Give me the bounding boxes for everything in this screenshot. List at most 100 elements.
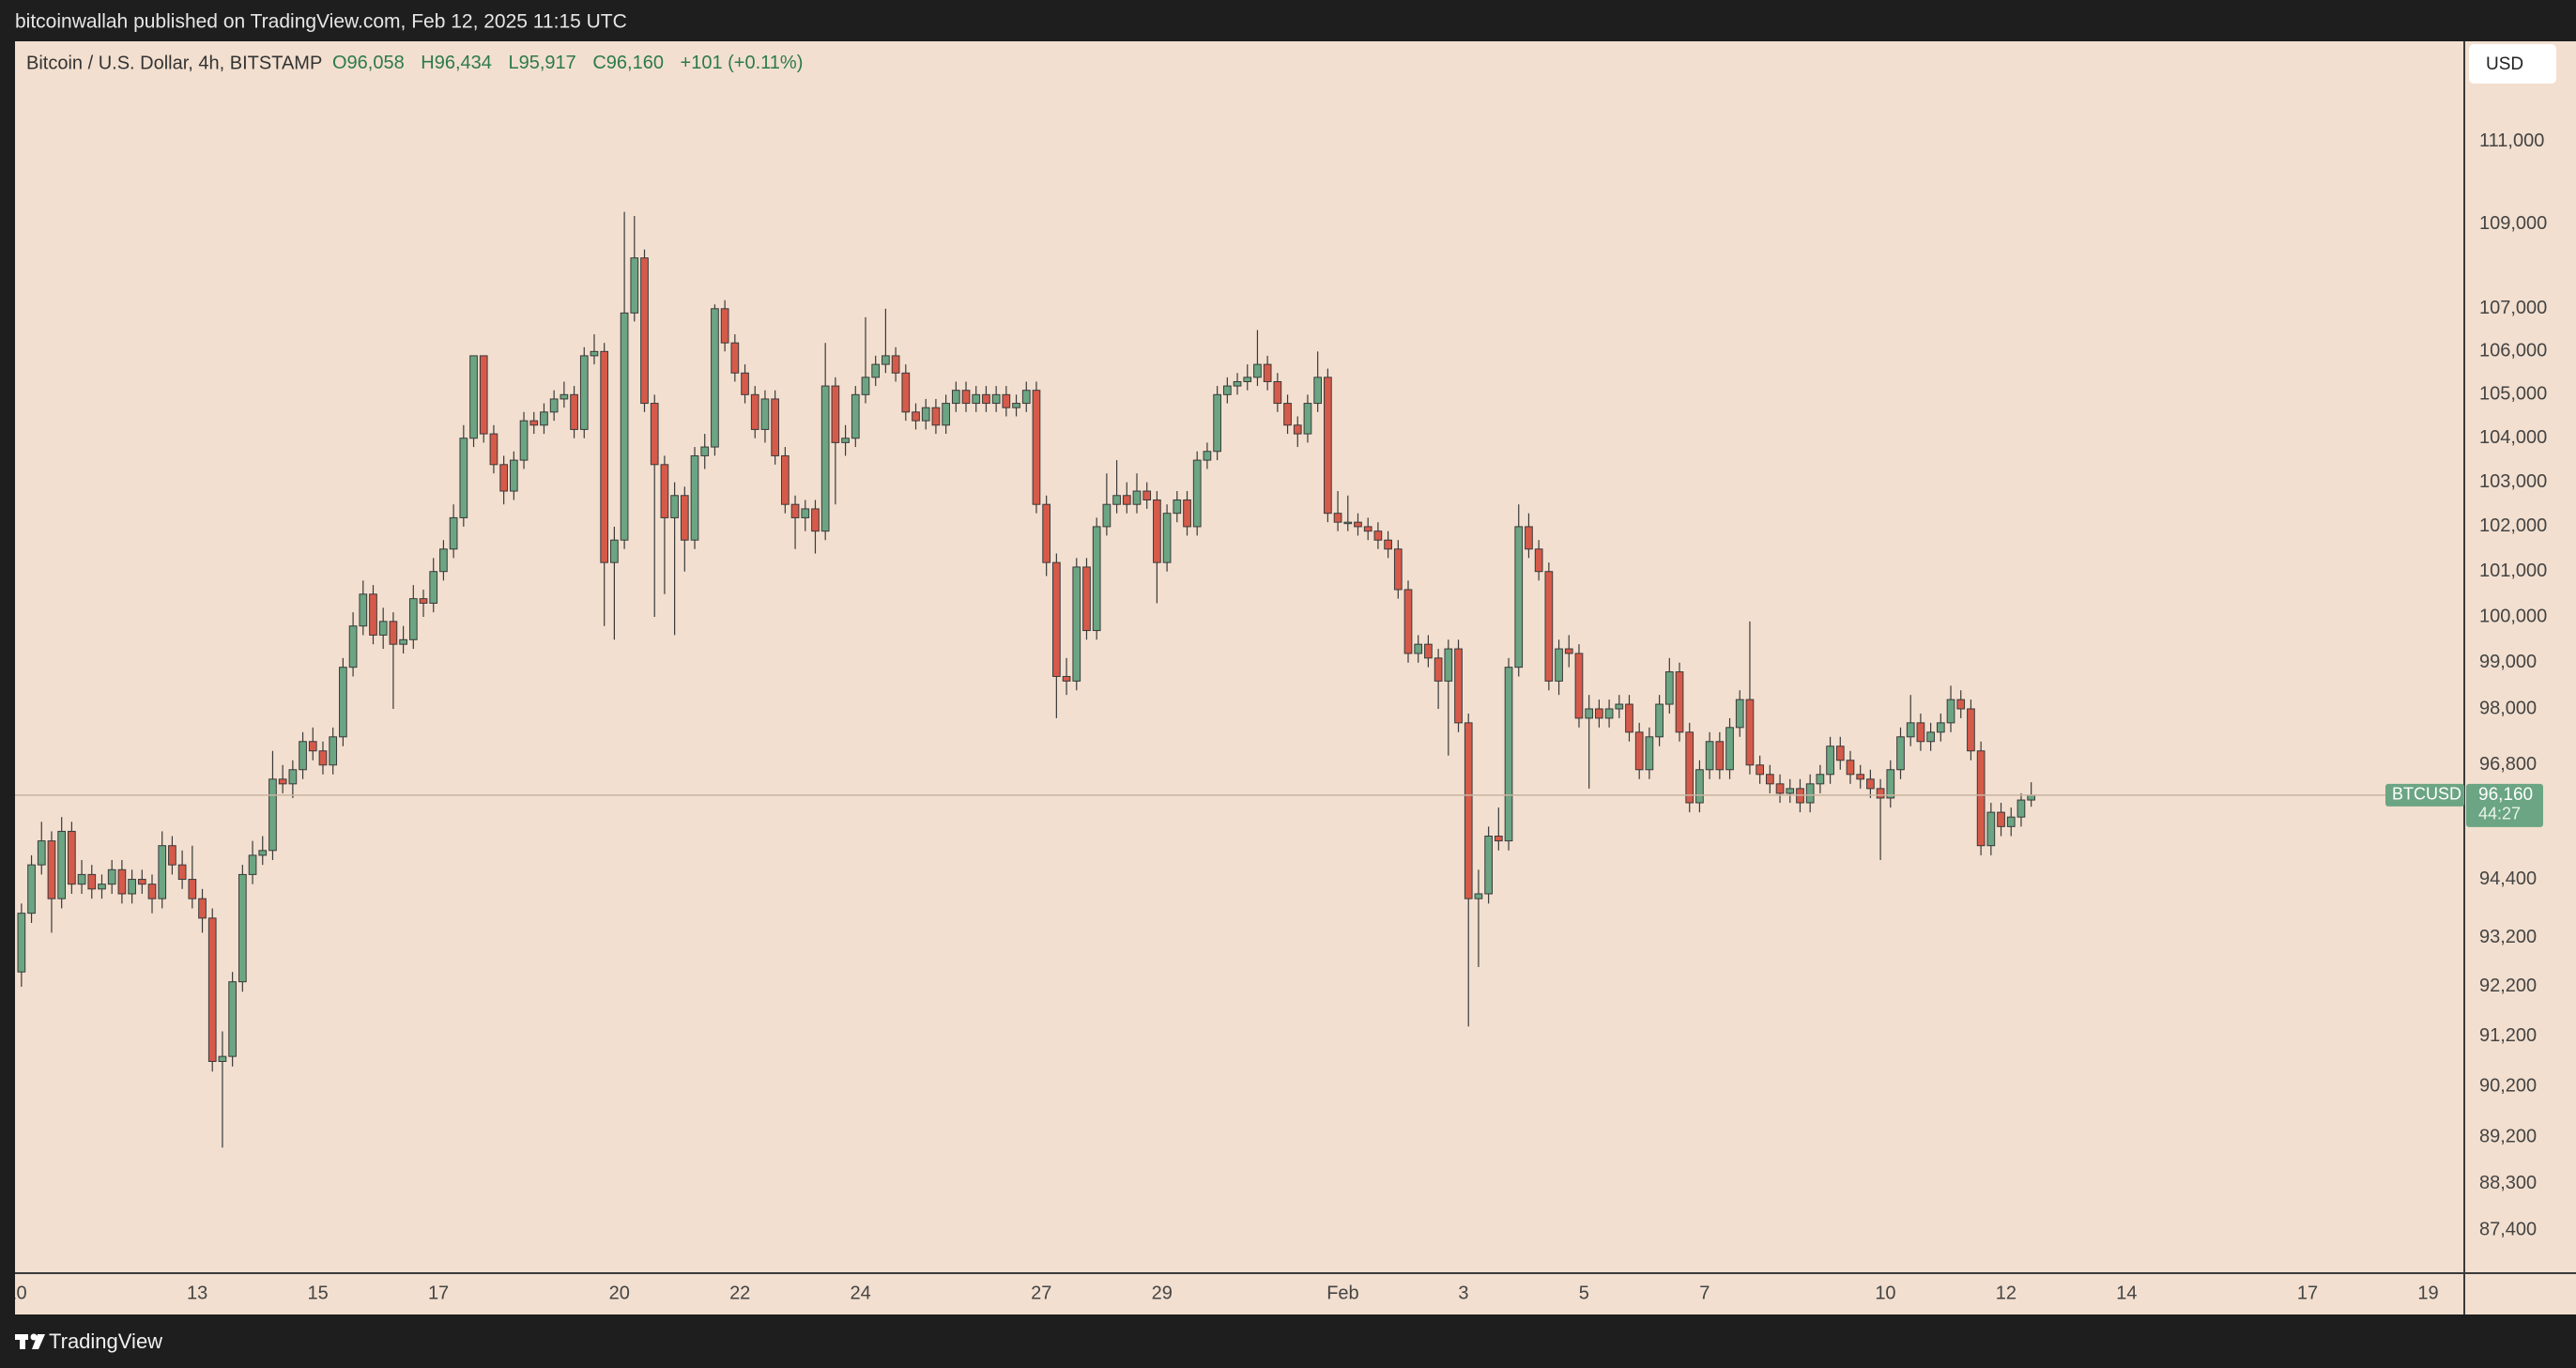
x-tick-label: 14: [2116, 1283, 2137, 1303]
candle-body: [610, 539, 619, 563]
y-tick-label: 104,000: [2479, 427, 2547, 448]
candle-body: [1655, 703, 1664, 738]
candle-body: [781, 454, 790, 505]
candle-body: [1946, 699, 1955, 724]
candle-body: [1525, 526, 1533, 550]
candle-body: [1293, 424, 1302, 435]
candle-body: [519, 420, 529, 461]
x-tick-label: 15: [307, 1283, 328, 1303]
candle-body: [1313, 377, 1323, 405]
candle-body: [560, 393, 569, 400]
candle-body: [499, 464, 508, 492]
candle-body: [1233, 380, 1242, 387]
candle-body: [1956, 699, 1966, 710]
candle-body: [871, 363, 881, 378]
candle-body: [1333, 513, 1342, 523]
price-label-bg: [2466, 783, 2543, 827]
candle-body: [951, 390, 960, 405]
y-tick-label: 93,200: [2479, 927, 2537, 947]
candle-body: [117, 868, 127, 895]
candle-body: [1112, 495, 1121, 505]
ticker-tag-bg: [2385, 783, 2464, 807]
candle-body: [1555, 648, 1563, 682]
candle-body: [972, 393, 981, 405]
candle-body: [1634, 731, 1644, 771]
candle-body: [1082, 566, 1091, 632]
candle-body: [1434, 657, 1443, 682]
candle-body: [590, 350, 599, 357]
candle-body: [841, 438, 850, 443]
candle-body: [1213, 393, 1221, 453]
chart-area: [15, 41, 2576, 1314]
candle-body: [268, 778, 277, 852]
candle-body: [1192, 459, 1202, 528]
candle-body: [459, 438, 468, 518]
top-bar: [0, 0, 2576, 41]
candle-body: [1052, 561, 1061, 677]
candle-body: [760, 398, 770, 430]
candle-body: [288, 769, 298, 785]
candle-body: [1444, 648, 1453, 682]
candle-body: [921, 407, 930, 422]
candle-body: [198, 898, 207, 919]
candle-body: [228, 981, 237, 1057]
y-tick-label: 89,200: [2479, 1127, 2537, 1147]
candle-body: [1343, 521, 1353, 525]
x-tick-label: Feb: [1326, 1283, 1358, 1303]
candle-body: [1866, 778, 1875, 790]
candle-body: [570, 393, 578, 430]
candle-body: [1012, 403, 1020, 408]
candle-body: [1162, 513, 1172, 563]
candle-body: [1685, 731, 1694, 804]
candle-body: [1564, 648, 1573, 654]
candle-body: [1826, 745, 1834, 776]
candle-body: [680, 495, 689, 541]
candle-body: [408, 598, 418, 640]
high-label: H96,434: [421, 53, 492, 73]
candle-body: [1002, 393, 1011, 408]
candle-body: [851, 393, 860, 439]
candle-body: [1062, 675, 1071, 682]
x-tick-label: 10: [1875, 1283, 1895, 1303]
y-tick-label: 91,200: [2479, 1025, 2537, 1046]
candle-body: [1173, 499, 1182, 515]
candle-body: [77, 873, 86, 885]
candle-body: [1695, 769, 1704, 804]
x-tick-label: 10: [6, 1283, 26, 1303]
y-tick-label: 105,000: [2479, 384, 2547, 405]
candle-body: [1645, 736, 1654, 771]
candle-body: [1835, 745, 1845, 761]
currency-button[interactable]: [2469, 44, 2556, 84]
candle-body: [27, 864, 36, 915]
candle-body: [831, 385, 840, 443]
candle-body: [299, 741, 307, 771]
candle-body: [348, 625, 358, 669]
candle-body: [1142, 490, 1152, 500]
y-tick-label: 100,000: [2479, 606, 2547, 626]
x-tick-label: 5: [1579, 1283, 1589, 1303]
candle-body: [1534, 548, 1543, 573]
candle-body: [479, 355, 488, 435]
candle-body: [107, 868, 116, 885]
x-tick-label: 20: [609, 1283, 630, 1303]
candle-body: [801, 508, 810, 518]
candle-body: [660, 464, 669, 518]
y-tick-label: 90,200: [2479, 1076, 2537, 1097]
candle-body: [1424, 643, 1433, 659]
currency-label[interactable]: USD: [2486, 54, 2523, 74]
candle-body: [207, 917, 217, 1062]
candle-body: [37, 840, 46, 866]
open-label: O96,058: [332, 53, 405, 73]
candle-body: [2016, 799, 2026, 818]
x-tick-label: 17: [428, 1283, 449, 1303]
candle-body: [318, 750, 328, 766]
candle-body: [429, 571, 438, 604]
candle-body: [1384, 539, 1392, 550]
candle-body: [1886, 769, 1895, 799]
candle-body: [339, 667, 347, 738]
candle-body: [690, 454, 699, 541]
candle-body: [942, 403, 950, 426]
low-label: L95,917: [508, 53, 575, 73]
candle-body: [1725, 727, 1734, 771]
y-tick-label: 88,300: [2479, 1173, 2537, 1193]
